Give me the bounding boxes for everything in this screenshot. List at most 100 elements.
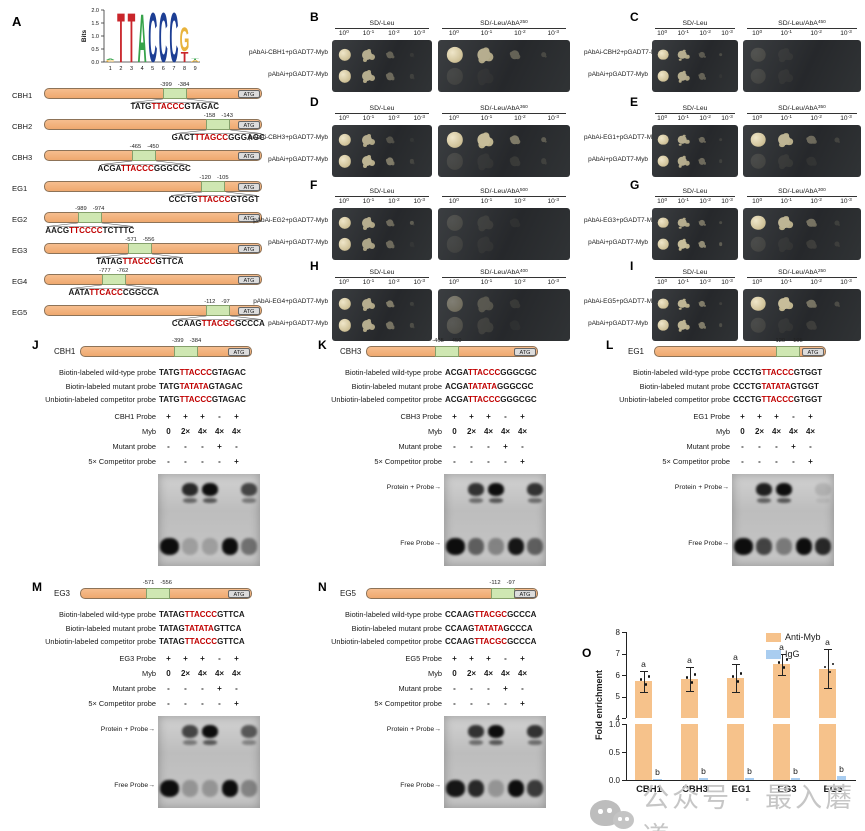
dilution-label: 10-2 — [810, 115, 822, 123]
condition-cells: - - - + - — [446, 684, 531, 693]
construct-label: pAbAi-EG1+pGADT7-Myb — [584, 134, 659, 141]
condition-value: + — [486, 654, 491, 663]
dilution-base: 10 — [514, 115, 522, 122]
dilution-label: 10-2 — [514, 115, 526, 123]
probe-sequence: ACGATTACCCGGGCGC — [445, 368, 537, 377]
data-point-dot — [731, 675, 734, 678]
dilution-base: 10 — [388, 198, 396, 205]
data-point-dot — [828, 670, 831, 673]
promoter-sequence: CCAAGTTACGCGCCCA — [172, 319, 265, 328]
sequence-prefix: CCAAG — [445, 637, 475, 647]
construct-label: pAbAi+pGADT7-Myb — [268, 239, 328, 246]
plate-header-text: SD/-Leu — [369, 188, 395, 195]
probe-label: Biotin-labeled wild-type probe — [633, 368, 730, 378]
error-bar-cap-bottom — [824, 687, 832, 689]
emsa-gel — [732, 474, 834, 566]
dilution-row: 100 10-1 10-2 10-3 — [438, 197, 570, 208]
selective-plate-column: SD/-Leu/AbA250 100 10-1 10-2 10-3 — [438, 20, 570, 92]
gene-bar: ATG — [654, 346, 826, 357]
sequence-suffix: GTTCA — [217, 637, 245, 647]
motif-box — [205, 305, 230, 316]
logo-ytick-label: 2.0 — [91, 8, 99, 14]
condition-value: - — [470, 457, 473, 466]
free-band-label-text: Free Probe — [400, 782, 435, 789]
condition-cells: - - - + - — [160, 442, 245, 451]
condition-cells: 0 2× 4× 4× 4× — [160, 427, 245, 436]
dilution-exp: 0 — [759, 197, 763, 203]
probe-sequence: CCAAGTTACGCGCCCA — [445, 637, 536, 646]
dilution-label: 10-2 — [810, 198, 822, 206]
colony-spot — [657, 239, 669, 250]
condition-value: 4× — [517, 427, 528, 436]
gene-bar: ATG — [44, 150, 262, 161]
colony-spot — [677, 218, 687, 227]
logo-letter: A — [191, 60, 201, 63]
gene-bar: ATG — [44, 274, 262, 285]
significance-letter-b: b — [839, 763, 844, 774]
motif-sequence: TTACCC — [184, 610, 218, 620]
colony-spot — [362, 71, 372, 82]
condition-cells: + + + - + — [446, 412, 531, 421]
y-axis-upper — [626, 632, 627, 718]
dilution-label: 100 — [339, 279, 349, 287]
condition-cells: + + + - + — [160, 654, 245, 663]
condition-value: - — [453, 699, 456, 708]
gene-name: EG4 — [12, 277, 28, 286]
promoter-diagrams: CBH1 ATG -399 -384 TATGTTACCCGTAGAC CBH2 ATG -1… — [4, 82, 294, 330]
condition-label: Myb — [142, 427, 156, 436]
colony-spot — [409, 74, 415, 79]
shifted-band-2 — [182, 740, 198, 745]
condition-value: 4× — [483, 427, 494, 436]
colony-spot — [807, 321, 816, 330]
shifted-band — [181, 725, 199, 738]
condition-value: - — [218, 654, 221, 663]
motif-sequence: TTACCC — [467, 368, 501, 378]
gene-name: EG1 — [12, 184, 28, 193]
selective-plate-column: SD/-Leu/AbA360 100 10-1 10-2 10-3 — [438, 105, 570, 177]
condition-value: + — [808, 457, 813, 466]
logo-xtick-label: 6 — [162, 66, 165, 72]
position-number-left: -465 — [432, 338, 444, 344]
plate-header-text: SD/-Leu/AbA — [480, 105, 520, 112]
condition-value: 2× — [466, 669, 477, 678]
free-probe-band — [733, 538, 753, 555]
ytick-label: 6 — [615, 670, 620, 680]
construct-label: pAbAi+pGADT7-Myb — [588, 239, 648, 246]
dilution-label: 100 — [339, 198, 349, 206]
motif-sequence: TATATA — [179, 381, 209, 391]
dilution-exp: 0 — [664, 278, 668, 284]
colony-spot — [807, 157, 816, 166]
condition-row: Myb 0 2× 4× 4× 4× — [6, 424, 291, 439]
motif-box — [491, 588, 515, 599]
dilution-label: 100 — [657, 278, 668, 287]
condition-label: Mutant probe — [398, 684, 442, 693]
dilution-base: 10 — [721, 30, 729, 37]
plate-header-text: SD/-Leu — [682, 269, 708, 276]
condition-cells: 0 2× 4× 4× 4× — [446, 427, 531, 436]
sequence-suffix: GTAGAC — [211, 395, 246, 405]
dilution-base: 10 — [810, 30, 818, 37]
agar-plate — [332, 125, 432, 177]
dilution-label: 10-1 — [481, 30, 493, 38]
plate-header: SD/-Leu/AbA250 — [441, 20, 567, 29]
colony-spot — [834, 241, 840, 247]
dilution-exp: -2 — [395, 29, 400, 35]
colony-spot — [509, 49, 520, 60]
dilution-label: 10-3 — [547, 115, 559, 123]
sequence-suffix: GGGAGC — [228, 133, 266, 142]
dilution-exp: -1 — [684, 278, 690, 284]
dilution-row: 100 10-1 10-2 10-3 — [438, 278, 570, 289]
agar-plate — [332, 289, 432, 341]
category-label: CBH1 — [636, 784, 662, 795]
dilution-label: 10-3 — [413, 115, 425, 123]
condition-cells: + + + - + — [160, 412, 245, 421]
condition-value: + — [234, 699, 239, 708]
arrow-right-icon: → — [148, 726, 155, 733]
shifted-band — [240, 483, 257, 496]
condition-cells: - - - - + — [446, 699, 531, 708]
wechat-eye — [618, 817, 622, 821]
dilution-base: 10 — [810, 115, 818, 122]
position-number-right: -556 — [142, 237, 155, 243]
dilution-base: 10 — [810, 198, 818, 205]
